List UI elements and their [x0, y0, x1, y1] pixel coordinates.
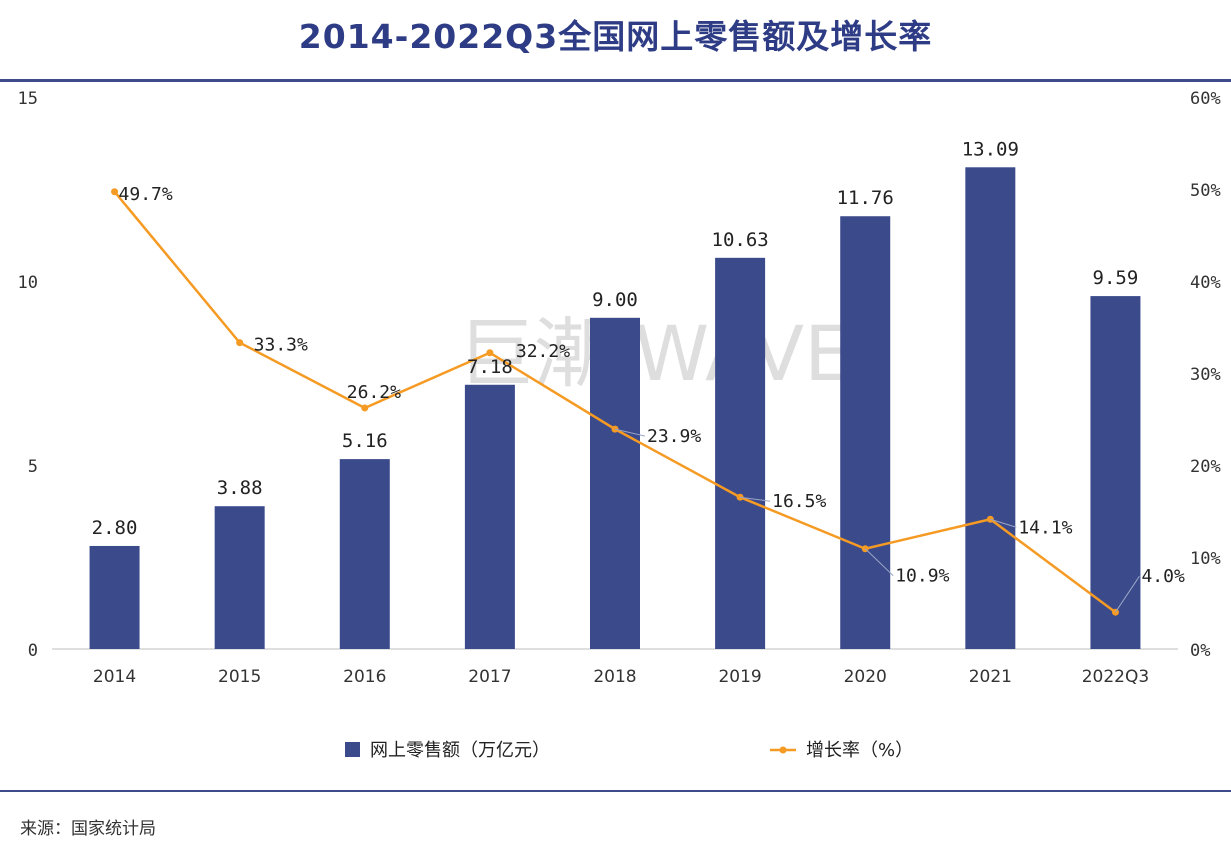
x-tick-label: 2022Q3	[1082, 667, 1149, 687]
legend-bar-label: 网上零售额（万亿元）	[370, 740, 550, 761]
bar	[1090, 296, 1141, 649]
source-divider	[0, 790, 1231, 792]
growth-rate-value-label: 26.2%	[347, 382, 401, 403]
growth-rate-value-label: 4.0%	[1141, 566, 1185, 587]
right-y-tick-label: 40%	[1190, 273, 1221, 293]
left-y-tick-label: 0	[28, 641, 38, 661]
legend-bar-swatch	[345, 742, 360, 757]
bar-value-label: 9.59	[1093, 267, 1139, 289]
right-y-tick-label: 30%	[1190, 365, 1221, 385]
right-y-tick-label: 50%	[1190, 181, 1221, 201]
growth-rate-leader-line	[864, 548, 894, 577]
growth-rate-point	[236, 339, 244, 347]
growth-rate-point	[361, 404, 369, 412]
x-tick-label: 2016	[343, 667, 386, 687]
x-tick-label: 2019	[718, 667, 761, 687]
growth-rate-leader-line	[990, 518, 1017, 528]
chart-title: 2014-2022Q3全国网上零售额及增长率	[298, 17, 933, 56]
left-y-tick-label: 15	[18, 89, 38, 109]
bar-value-label: 9.00	[592, 289, 638, 311]
bar	[89, 545, 140, 649]
x-tick-label: 2014	[93, 667, 136, 687]
x-tick-label: 2015	[218, 667, 261, 687]
bar-value-label: 2.80	[92, 517, 138, 539]
growth-rate-leader-line	[740, 496, 771, 502]
growth-rate-value-label: 10.9%	[895, 566, 949, 587]
combo-chart: 巨潮 WAVE 0 5 10 15 0% 10% 20% 30% 40% 50% 60% 2014 20…	[18, 89, 1221, 761]
growth-rate-point	[486, 349, 494, 357]
growth-rate-leader-line	[614, 428, 646, 437]
growth-rate-value-label: 14.1%	[1018, 517, 1072, 538]
bar	[590, 317, 640, 649]
bar-value-label: 7.18	[467, 356, 513, 378]
bar	[840, 216, 891, 649]
bar-value-label: 13.09	[962, 138, 1019, 160]
bar-value-label: 11.76	[837, 187, 894, 209]
x-tick-label: 2017	[468, 667, 511, 687]
growth-rate-value-label: 16.5%	[772, 491, 826, 512]
x-tick-label: 2020	[844, 667, 887, 687]
bar-value-label: 3.88	[217, 477, 263, 499]
left-y-tick-label: 10	[18, 273, 38, 293]
growth-rate-value-label: 49.7%	[119, 184, 173, 205]
growth-rate-leader-line	[1115, 575, 1140, 613]
bar	[464, 384, 515, 649]
bar-value-label: 10.63	[712, 229, 769, 251]
bar	[339, 459, 390, 649]
legend-line-label: 增长率（%）	[806, 740, 913, 761]
x-tick-label: 2018	[593, 667, 636, 687]
right-y-tick-label: 20%	[1190, 457, 1221, 477]
right-y-tick-label: 10%	[1190, 549, 1221, 569]
legend-line-marker	[779, 746, 787, 754]
left-y-tick-label: 5	[28, 457, 38, 477]
growth-rate-value-label: 23.9%	[647, 426, 701, 447]
bar-value-label: 5.16	[342, 430, 388, 452]
bar	[715, 257, 766, 649]
bar	[214, 506, 265, 649]
right-y-tick-label: 60%	[1190, 89, 1221, 109]
right-y-tick-label: 0%	[1190, 641, 1210, 661]
x-tick-label: 2021	[969, 667, 1012, 687]
watermark: 巨潮 WAVE	[458, 309, 852, 398]
source-note: 来源：国家统计局	[20, 819, 156, 839]
growth-rate-value-label: 33.3%	[254, 335, 308, 356]
growth-rate-point	[111, 188, 119, 196]
growth-rate-value-label: 32.2%	[516, 341, 570, 362]
bar	[965, 167, 1016, 649]
title-divider	[0, 79, 1231, 82]
